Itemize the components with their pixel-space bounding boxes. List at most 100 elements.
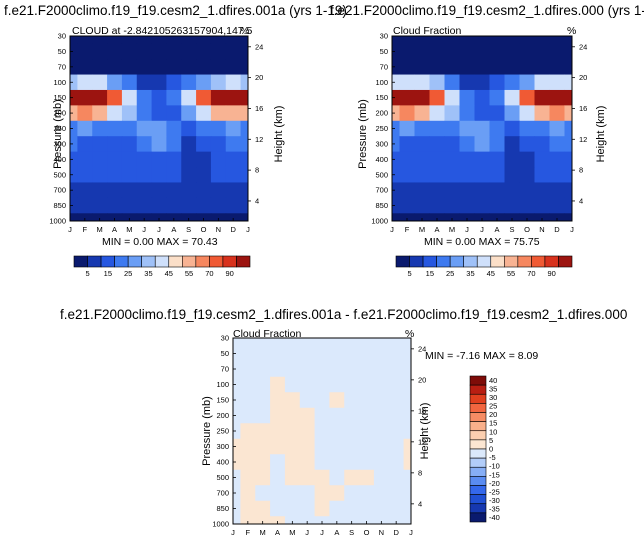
heat-cell [233,407,241,424]
colorbar-label: -30 [489,496,500,505]
x-tick-label: A [171,225,176,234]
x-tick-label: J [246,225,250,234]
heat-cell [359,500,375,517]
heat-cell [107,105,123,122]
heat-cell [373,361,390,378]
heat-cell [403,516,412,525]
heat-cell [388,361,405,378]
heat-cell [166,59,182,76]
heat-cell [284,407,301,424]
x-tick-label: J [480,225,484,234]
heat-cell [444,213,460,222]
heat-cell [399,36,415,45]
heat-cell [388,438,405,455]
height-tick-label: 8 [579,166,583,175]
colorbar-swatch [469,512,487,523]
heat-cell [359,454,375,471]
x-tick-label: J [68,225,72,234]
colorbar-label: 15 [426,269,434,278]
x-tick-label: N [379,528,384,537]
heat-cell [240,423,256,440]
heat-cell [344,392,360,409]
heat-cell [77,89,93,106]
heat-cell [225,59,242,76]
colorbar-swatch [469,412,487,422]
y-tick-label: 30 [58,32,66,41]
heat-cell [70,43,78,60]
heat-cell [444,182,460,199]
colorbar-label: 25 [446,269,454,278]
heat-cell [151,151,167,168]
heat-cell [136,213,153,222]
heat-cell [166,105,182,122]
heat-cell [270,361,286,378]
heat-cell [489,89,505,106]
heat-cell [399,120,415,137]
heat-cell [359,361,375,378]
x-tick-label: M [289,528,295,537]
heat-cell [392,120,400,137]
heat-cell [136,89,153,106]
colorbar-swatch [436,255,451,268]
heat-cell [166,197,182,214]
x-tick-label: S [509,225,514,234]
heat-cell [270,454,286,471]
colorbar-swatch [504,255,519,268]
heat-cell [107,120,123,137]
heat-cell [388,485,405,502]
y-tick-label: 400 [375,155,388,164]
heat-cell [373,376,390,393]
colorbar-swatch [469,494,487,505]
heat-cell [564,105,573,122]
heat-cell [344,345,360,362]
heat-cell [196,36,212,45]
heat-cell [196,151,212,168]
heat-cell [392,136,400,153]
heat-cell [549,120,565,137]
heat-cell [77,213,93,222]
colorbar-label: -5 [489,453,496,462]
heat-cell [196,74,212,91]
heat-cell [121,59,138,76]
heat-cell [270,376,286,393]
heat-cell [459,151,475,168]
x-tick-label: F [246,528,251,537]
colorbar-swatch [469,384,487,395]
colorbar-swatch [469,430,487,441]
x-tick-label: O [201,225,207,234]
heat-cell [136,105,153,122]
heat-cell [210,36,227,45]
heat-cell [399,182,415,199]
heat-cell [444,105,460,122]
heat-cell [284,516,301,525]
heat-cell [504,59,520,76]
colorbar-label: 10 [489,427,497,436]
heat-cell [225,89,242,106]
colorbar-label: 70 [527,269,535,278]
heat-cell [240,376,256,393]
heat-cell [210,136,227,153]
colorbar-label: 15 [104,269,112,278]
heat-cell [181,105,197,122]
heat-cell [489,74,505,91]
heat-cell [474,105,490,122]
heat-cell [414,167,430,183]
y-tick-label: 150 [375,93,388,102]
colorbar-swatch [127,255,142,268]
colorbar-label: 55 [507,269,515,278]
heat-cell [329,423,345,440]
y-tick-label: 250 [375,124,388,133]
heat-cell [344,338,360,347]
panel3-units: % [405,328,415,340]
heat-cell [399,213,415,222]
heat-cell [373,438,390,455]
heat-cell [77,105,93,122]
heat-cell [233,454,241,471]
heat-cell [255,361,271,378]
heat-cell [70,105,78,122]
panel2-colorbar: 5 15 25 35 45 55 70 90 [395,255,573,278]
heat-cell [225,136,242,153]
heat-cell [504,136,520,153]
heat-cell [459,105,475,122]
